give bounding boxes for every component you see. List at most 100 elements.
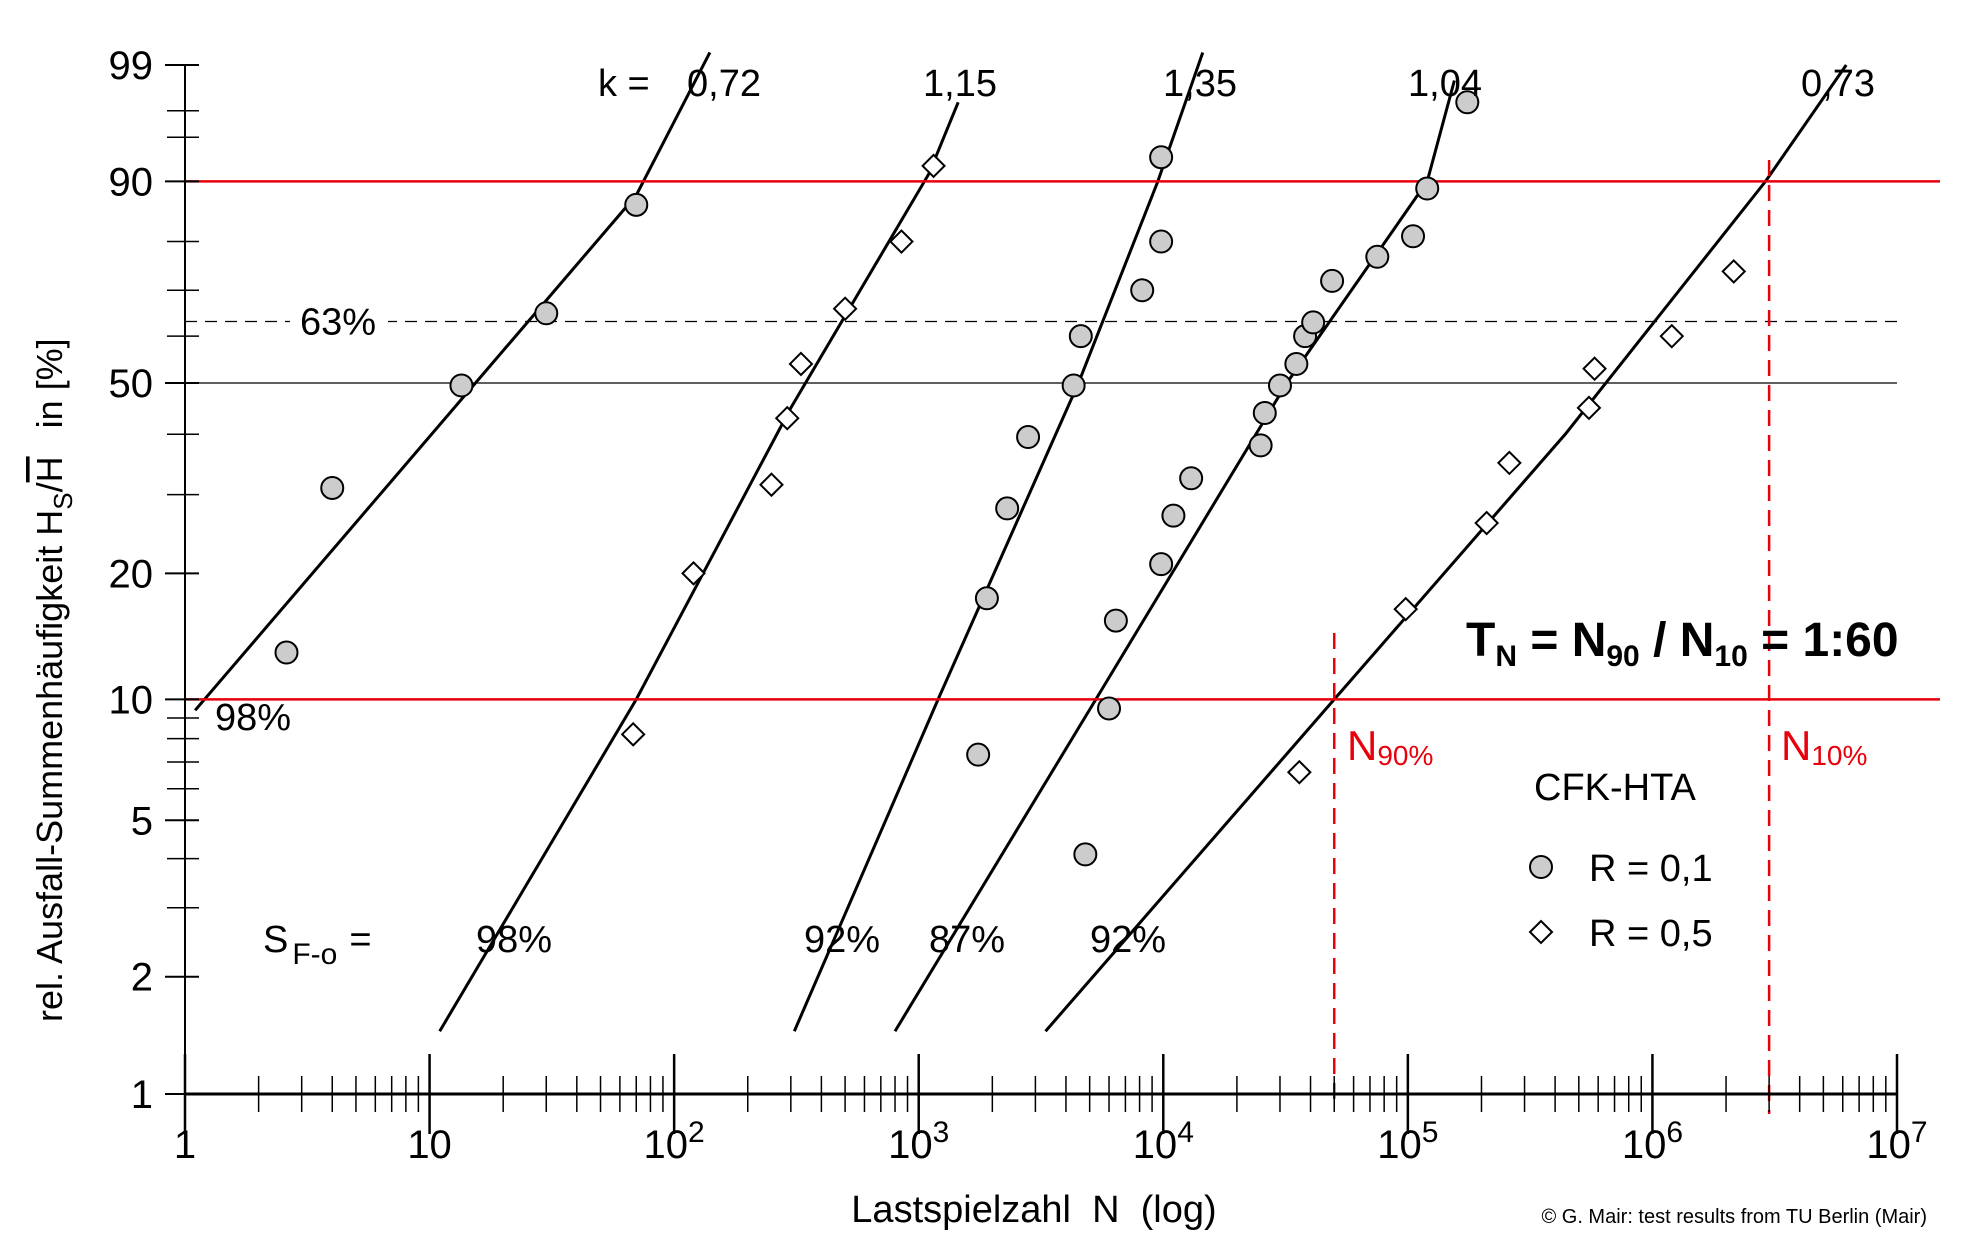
data-point <box>1496 450 1522 476</box>
data-point <box>449 373 474 398</box>
data-point <box>534 301 559 326</box>
ratio-eq1: = N <box>1517 614 1606 667</box>
data-point <box>1252 401 1277 426</box>
data-point <box>889 229 914 254</box>
ratio-n10-sub: 10 <box>1714 640 1747 673</box>
data-point <box>1284 351 1309 376</box>
s-label-1: 92% <box>804 919 880 961</box>
y-tick-label: 2 <box>131 956 153 1000</box>
ratio-slash: / N <box>1640 614 1715 667</box>
data-point <box>620 721 646 747</box>
data-point <box>274 640 299 665</box>
axes-layer <box>165 64 1899 1134</box>
data-points-layer <box>274 90 1747 867</box>
legend-title: CFK-HTA <box>1534 767 1696 809</box>
legend-item-r05: R = 0,5 <box>1589 913 1713 955</box>
y-title-prefix: rel. Ausfall-Summenhäufigkeit H <box>29 510 70 1022</box>
data-point <box>995 496 1020 521</box>
data-point <box>1474 510 1500 536</box>
legend-diamond-marker <box>1528 919 1554 945</box>
left-98-label: 98% <box>215 697 291 739</box>
data-point <box>1365 244 1390 269</box>
ratio-t: T <box>1466 614 1495 667</box>
n10-label: N10% <box>1781 722 1867 771</box>
data-point <box>320 475 345 500</box>
n90-sub: 90% <box>1377 740 1433 771</box>
n90-label: N90% <box>1347 722 1433 771</box>
data-point <box>1415 176 1440 201</box>
x-tick-label: 102 <box>644 1116 705 1167</box>
grid-layer: 63% <box>185 299 1897 384</box>
data-point <box>1061 373 1086 398</box>
data-point <box>1068 324 1093 349</box>
ratio-n90-sub: 90 <box>1606 640 1639 673</box>
x-axis-title: Lastspielzahl N (log) <box>851 1189 1216 1231</box>
s-prefix-eq: = <box>349 919 371 961</box>
x-tick-label: 105 <box>1377 1116 1438 1167</box>
ratio-annotation: TN = N90 / N10 = 1:60 <box>1466 614 1899 673</box>
y-title-suffix: in [%] <box>29 338 70 428</box>
y-tick-label: 1 <box>131 1073 153 1117</box>
data-point <box>921 153 946 179</box>
k-label-3: 1,04 <box>1408 63 1482 105</box>
data-point <box>1455 90 1480 115</box>
y-tick-label: 20 <box>109 552 154 596</box>
legend-item-r01: R = 0,1 <box>1589 848 1713 890</box>
fit-line-4 <box>1044 64 1848 1033</box>
k-label-2: 1,35 <box>1163 63 1237 105</box>
data-point <box>1130 278 1155 303</box>
data-point <box>1401 224 1426 249</box>
reference-label-bg <box>290 299 388 344</box>
y-title-slash: / <box>29 482 70 492</box>
y-axis-title: rel. Ausfall-Summenhäufigkeit HS/Hin [%] <box>29 338 78 1022</box>
ratio-t-sub: N <box>1495 640 1517 673</box>
y-title-sub: S <box>48 492 78 509</box>
labels-layer: 1 10 102 103 104 105 106 107 1 2 5 10 20 50 90 99 0,72 1,… <box>109 44 1928 1167</box>
reference-label-0: 63% <box>300 302 376 344</box>
data-point <box>759 472 784 498</box>
y-tick-label: 5 <box>131 799 153 843</box>
data-point <box>974 586 999 611</box>
data-point <box>1721 259 1747 284</box>
k-prefix-label: k = <box>598 63 650 105</box>
y-tick-label: 90 <box>109 160 154 204</box>
s-prefix-label: S F-o = <box>263 919 372 971</box>
k-label-1: 1,15 <box>923 63 997 105</box>
y-tick-label: 99 <box>109 44 154 88</box>
ratio-eq2: = 1:60 <box>1748 614 1899 667</box>
data-point <box>681 560 706 586</box>
data-point <box>1073 842 1098 867</box>
y-title-hbar: H <box>29 456 70 482</box>
data-point <box>1267 373 1292 398</box>
fit-line-3 <box>893 80 1456 1032</box>
data-point <box>1286 759 1312 785</box>
fit-line-2 <box>792 51 1205 1032</box>
k-label-0: 0,72 <box>687 63 761 105</box>
x-tick-label: 107 <box>1866 1116 1927 1167</box>
data-point <box>624 192 649 217</box>
data-point <box>1393 596 1419 622</box>
k-label-4: 0,73 <box>1801 63 1875 105</box>
data-point <box>1179 466 1204 491</box>
x-tick-label: 1 <box>174 1123 196 1167</box>
data-point <box>1016 425 1041 450</box>
red-reference-layer <box>185 160 1940 1114</box>
data-point <box>1149 145 1174 170</box>
data-point <box>1149 552 1174 577</box>
data-point <box>1320 268 1345 293</box>
data-point <box>1097 696 1122 721</box>
data-point <box>1103 608 1128 633</box>
n10-sub: 10% <box>1811 740 1867 771</box>
data-point <box>1248 433 1273 458</box>
data-point <box>788 351 814 377</box>
s-label-3: 92% <box>1090 919 1166 961</box>
credit-text: © G. Mair: test results from TU Berlin (… <box>1541 1206 1927 1228</box>
s-label-2: 87% <box>929 919 1005 961</box>
data-point <box>1576 395 1602 421</box>
n10-base: N <box>1781 722 1811 769</box>
x-tick-label: 104 <box>1133 1116 1194 1167</box>
data-point <box>1301 310 1326 335</box>
data-point <box>774 405 800 431</box>
s-prefix-sub: F-o <box>292 938 337 971</box>
